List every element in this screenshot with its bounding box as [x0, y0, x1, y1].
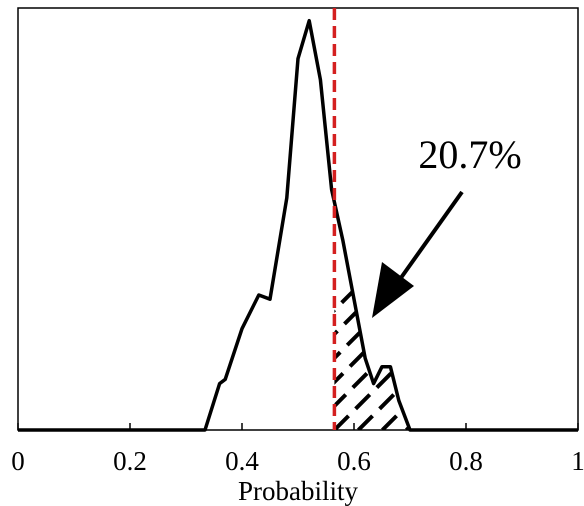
x-tick-label: 1	[571, 446, 584, 476]
arrow-head	[372, 262, 414, 318]
hatch-line	[428, 288, 572, 430]
annotation: 20.7%	[418, 132, 521, 177]
x-axis-label: Probability	[238, 476, 358, 506]
x-tick-label: 0	[11, 446, 25, 476]
arrow-shaft	[396, 190, 464, 284]
hatch-line	[548, 288, 578, 430]
plot-frame	[17, 7, 579, 431]
x-tick-label: 0.2	[113, 446, 147, 476]
hatch-line	[404, 288, 548, 430]
x-tick-label: 0.6	[337, 446, 371, 476]
hatch-line	[572, 288, 578, 430]
x-tick-label: 0.4	[225, 446, 259, 476]
hatch-line	[500, 288, 578, 430]
hatch-line	[166, 290, 306, 430]
density-line	[18, 18, 578, 432]
hatch-line	[476, 288, 578, 430]
x-tick-label: 0.8	[449, 446, 483, 476]
hatch	[118, 288, 578, 430]
hatch-line	[118, 290, 258, 430]
hatch-line	[524, 288, 578, 430]
hatch-line	[452, 288, 578, 430]
